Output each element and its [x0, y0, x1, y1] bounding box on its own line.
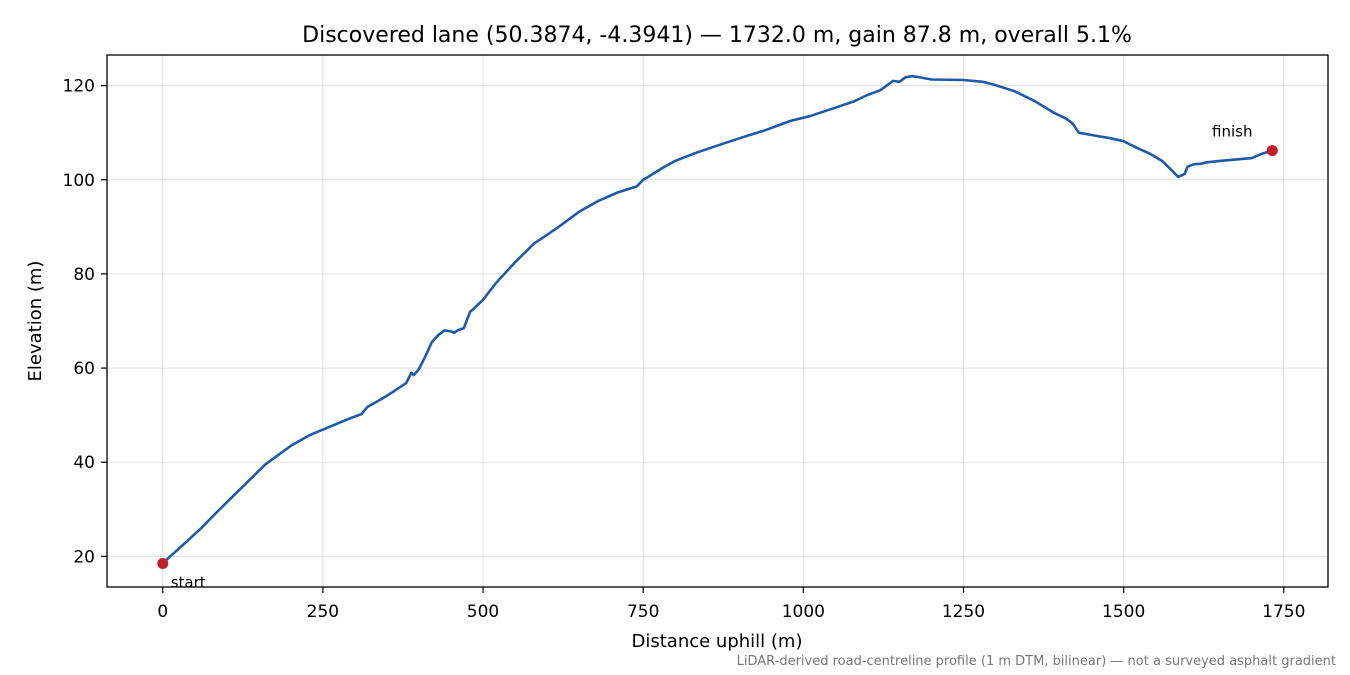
- y-axis-label: Elevation (m): [25, 261, 46, 382]
- y-tick-label: 80: [73, 265, 95, 285]
- y-tick-label: 100: [63, 171, 95, 191]
- plot-frame: [106, 54, 1329, 588]
- x-tick-label: 1750: [1262, 602, 1305, 622]
- x-tick-label: 500: [467, 602, 499, 622]
- y-tick-label: 60: [73, 359, 95, 379]
- chart-footnote: LiDAR-derived road-centreline profile (1…: [737, 654, 1336, 669]
- x-tick-label: 250: [307, 602, 339, 622]
- y-tick-label: 20: [73, 547, 95, 567]
- y-tick-label: 120: [63, 77, 95, 97]
- chart-title: Discovered lane (50.3874, -4.3941) — 173…: [302, 23, 1132, 48]
- x-tick-label: 1250: [942, 602, 985, 622]
- tick-layer: 0 250 500 750 1000 1250 1500 1750 20 40 60 80 100 120: [63, 77, 1306, 622]
- finish-annotation: finish: [1212, 123, 1252, 141]
- start-annotation: start: [171, 573, 206, 591]
- y-tick-label: 40: [73, 453, 95, 473]
- x-tick-label: 1500: [1102, 602, 1145, 622]
- x-tick-label: 1000: [782, 602, 825, 622]
- start-marker: [157, 557, 169, 569]
- elevation-profile-line: [161, 74, 1273, 565]
- grid-layer: [107, 55, 1328, 587]
- x-tick-label: 0: [157, 602, 168, 622]
- finish-marker: [1266, 145, 1278, 157]
- x-axis-label: Distance uphill (m): [632, 631, 803, 652]
- x-tick-label: 750: [627, 602, 659, 622]
